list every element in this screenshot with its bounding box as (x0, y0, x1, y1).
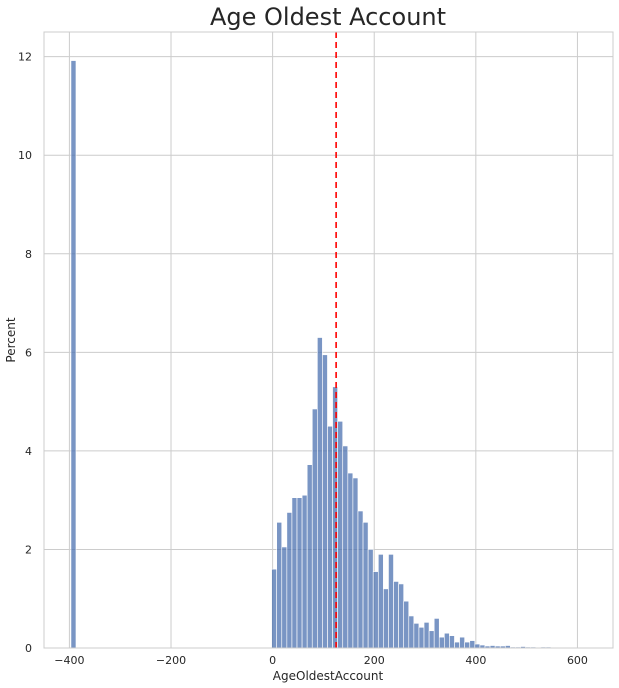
x-tick-label: −200 (156, 654, 186, 667)
chart-title: Age Oldest Account (210, 3, 446, 31)
histogram-bar (327, 425, 333, 649)
x-tick-label: 0 (269, 654, 276, 667)
histogram-bar (393, 581, 399, 649)
x-tick-label: 600 (567, 654, 588, 667)
histogram-bar (383, 588, 389, 649)
histogram-bar (418, 627, 425, 649)
histogram-bar (352, 477, 359, 649)
histogram-bar (413, 623, 420, 649)
histogram-bar (281, 546, 288, 649)
histogram-bar (291, 497, 298, 649)
histogram-bar (357, 510, 364, 649)
y-tick-label: 8 (25, 248, 32, 261)
histogram-bar (322, 354, 328, 649)
histogram-bar (362, 522, 369, 649)
histogram-bar (296, 497, 303, 649)
histogram-bar (378, 554, 384, 649)
y-axis-label: Percent (4, 317, 18, 362)
histogram-bar (433, 618, 440, 649)
histogram-bar (317, 337, 323, 649)
histogram-bar (423, 622, 430, 649)
histogram-bar (454, 641, 460, 649)
histogram-bar (286, 512, 293, 649)
histogram-bar (459, 636, 465, 649)
histogram-bars (70, 60, 587, 649)
histogram-bar (372, 571, 379, 649)
y-tick-label: 12 (18, 51, 32, 64)
y-tick-label: 0 (25, 642, 32, 655)
x-axis-ticks: −400 −200 0 200 400 600 (54, 654, 588, 667)
y-tick-label: 4 (25, 445, 32, 458)
x-tick-label: 400 (465, 654, 486, 667)
histogram-bar (276, 522, 283, 649)
x-tick-label: −400 (54, 654, 84, 667)
histogram-bar (398, 583, 404, 649)
histogram-bar (464, 641, 471, 649)
x-tick-label: 200 (364, 654, 385, 667)
y-tick-label: 6 (25, 346, 32, 359)
histogram-bar (337, 421, 343, 649)
y-tick-label: 2 (25, 543, 32, 556)
histogram-bar (301, 494, 308, 649)
histogram-bar (311, 408, 318, 649)
histogram-bar (70, 60, 77, 649)
histogram-bar (271, 568, 277, 649)
y-tick-label: 10 (18, 149, 32, 162)
histogram-bar (367, 549, 374, 649)
histogram-bar (306, 464, 313, 649)
y-axis-ticks: 0 2 4 6 8 10 12 (18, 51, 32, 655)
histogram-bar (469, 640, 476, 649)
histogram-bar (408, 615, 415, 649)
histogram-bar (449, 635, 455, 649)
plot-frame (43, 31, 614, 649)
grid-lines (44, 32, 613, 649)
histogram-bar (388, 554, 394, 649)
x-axis-label: AgeOldestAccount (273, 669, 384, 683)
histogram-bar (444, 632, 450, 649)
histogram-bar (342, 445, 349, 649)
histogram-bar (474, 643, 481, 649)
histogram-bar (438, 636, 445, 649)
histogram-bar (428, 630, 435, 649)
histogram-bar (347, 472, 354, 649)
histogram-bar (403, 600, 410, 649)
